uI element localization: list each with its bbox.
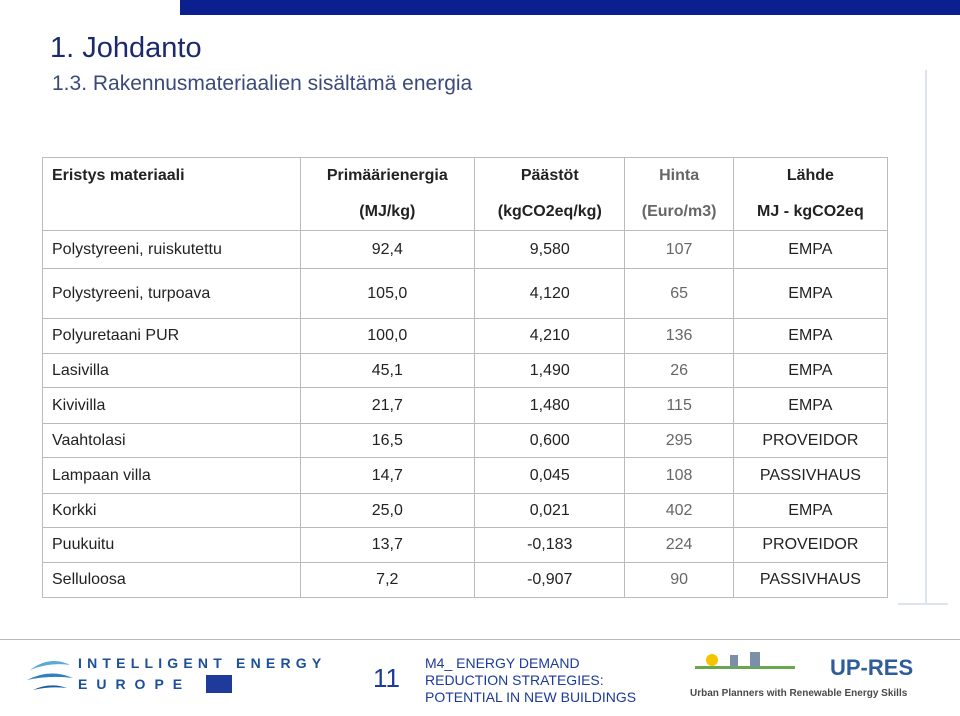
table-cell: 14,7 [299,457,476,494]
ieu-icon [27,661,73,690]
table: Eristys materiaali Primäärienergia Päästöt… [42,157,889,598]
table-cell: PROVEIDOR [732,423,889,458]
header-cell: Hinta [624,157,734,194]
table-cell: 90 [624,562,734,598]
table-cell: 107 [624,230,734,269]
table-cell: 100,0 [299,318,476,354]
table-cell: Kivivilla [42,387,301,424]
table-cell: 13,7 [299,527,476,563]
table-cell: EMPA [732,353,889,388]
table-cell: EMPA [732,268,889,319]
header-row: Eristys materiaali Primäärienergia Päästöt… [42,157,889,194]
table-cell: Selluloosa [42,562,301,598]
table-cell: Vaahtolasi [42,423,301,458]
table-cell: 16,5 [299,423,476,458]
header-cell [42,193,301,231]
logo-right: UP-RES [830,655,914,680]
logo-left: EUROPE [78,676,192,692]
table-cell: 402 [624,493,734,528]
table-cell: Lasivilla [42,353,301,388]
header-cell: (Euro/m3) [624,193,734,231]
table-cell: 0,600 [474,423,626,458]
table-row: Lampaan villa 14,7 0,045 108 PASSIVHAUS [42,457,889,494]
title: 1. Johdanto [50,32,202,64]
header-cell: Lähde [732,157,889,194]
table-cell: Polystyreeni, turpoava [42,268,301,319]
table-cell: 1,480 [474,387,626,424]
table-cell: -0,907 [474,562,626,598]
upres-icon [695,652,795,669]
table-cell: 21,7 [299,387,476,424]
table-cell: 25,0 [299,493,476,528]
footer-line-text: REDUCTION STRATEGIES: [425,672,604,688]
table-cell: Lampaan villa [42,457,301,494]
table-cell: Polystyreeni, ruiskutettu [42,230,301,269]
table-cell: 224 [624,527,734,563]
header-cell: Primäärienergia [299,157,476,194]
table-cell: PROVEIDOR [732,527,889,563]
page-number: 11 [373,663,400,693]
table-row: Polystyreeni, ruiskutettu 92,4 9,580 107 EMP… [42,230,889,269]
footer-line [0,639,960,640]
table-cell: PASSIVHAUS [732,457,889,494]
table-cell: 108 [624,457,734,494]
table-cell: 0,021 [474,493,626,528]
header-cell: (kgCO2eq/kg) [474,193,626,231]
table-cell: 1,490 [474,353,626,388]
table-cell: PASSIVHAUS [732,562,889,598]
tagline: Urban Planners with Renewable Energy Ski… [690,688,908,699]
table-row: Vaahtolasi 16,5 0,600 295 PROVEIDOR [42,423,889,458]
decor-line [925,70,927,605]
table-row: Puukuitu 13,7 -0,183 224 PROVEIDOR [42,527,889,563]
table-cell: 105,0 [299,268,476,319]
decor-line [898,603,948,605]
footer-line-text: M4_ ENERGY DEMAND [425,655,580,671]
table-cell: 4,210 [474,318,626,354]
table-cell: EMPA [732,387,889,424]
table-row: Kivivilla 21,7 1,480 115 EMPA [42,387,889,424]
top-bar [180,0,960,15]
table-cell: 45,1 [299,353,476,388]
table-cell: 4,120 [474,268,626,319]
footer-text: M4_ ENERGY DEMAND REDUCTION STRATEGIES: … [425,655,636,706]
table-cell: 0,045 [474,457,626,494]
table-cell: 26 [624,353,734,388]
table-cell: EMPA [732,318,889,354]
table-cell: EMPA [732,230,889,269]
table-cell: 9,580 [474,230,626,269]
table-cell: EMPA [732,493,889,528]
subtitle: 1.3. Rakennusmateriaalien sisältämä ener… [52,72,473,95]
table-cell: Korkki [42,493,301,528]
table-cell: 7,2 [299,562,476,598]
table-cell: 295 [624,423,734,458]
header-row: (MJ/kg) (kgCO2eq/kg) (Euro/m3) MJ - kgCO2eq [42,193,889,231]
logo-left: INTELLIGENT ENERGY [78,655,327,671]
header-cell: Eristys materiaali [42,157,301,194]
table-cell: 92,4 [299,230,476,269]
header-cell: MJ - kgCO2eq [732,193,889,231]
table-row: Korkki 25,0 0,021 402 EMPA [42,493,889,528]
header-cell: Päästöt [474,157,626,194]
table-cell: -0,183 [474,527,626,563]
table-cell: 65 [624,268,734,319]
eu-flag [206,675,232,693]
table-row: Lasivilla 45,1 1,490 26 EMPA [42,353,889,388]
footer-line-text: POTENTIAL IN NEW BUILDINGS [425,689,637,705]
table-row: Polyuretaani PUR 100,0 4,210 136 EMPA [42,318,889,354]
table-row: Polystyreeni, turpoava 105,0 4,120 65 EMPA [42,268,889,319]
table-row: Selluloosa 7,2 -0,907 90 PASSIVHAUS [42,562,889,598]
header-cell: (MJ/kg) [299,193,476,231]
table-cell: 115 [624,387,734,424]
table-cell: Puukuitu [42,527,301,563]
table-cell: 136 [624,318,734,354]
table-cell: Polyuretaani PUR [42,318,301,354]
